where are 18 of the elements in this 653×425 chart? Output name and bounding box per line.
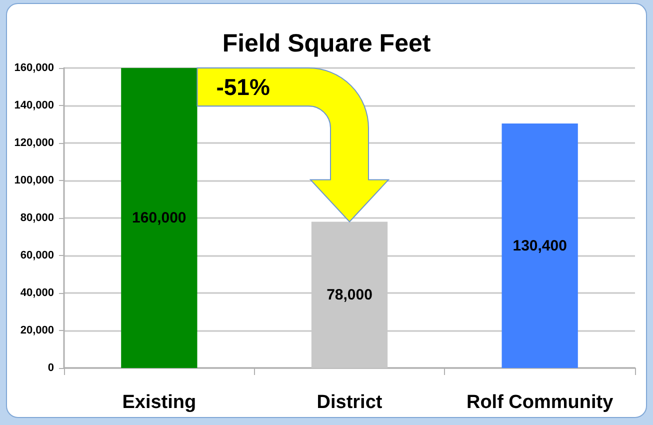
- x-tick-label: Rolf Community: [466, 392, 614, 413]
- chart-title: Field Square Feet: [222, 30, 432, 58]
- y-tick-label: 40,000: [20, 287, 54, 299]
- bar: [502, 124, 578, 368]
- y-tick-label: 80,000: [20, 212, 54, 224]
- y-tick-label: 100,000: [14, 174, 54, 186]
- y-tick-label: 120,000: [14, 137, 54, 149]
- y-tick-label: 160,000: [14, 62, 54, 74]
- y-tick-label: 20,000: [20, 324, 54, 336]
- y-tick-label: 140,000: [14, 100, 54, 112]
- data-label: 160,000: [132, 210, 186, 226]
- x-tick-label: Existing: [122, 392, 196, 413]
- x-tick-label: District: [316, 392, 383, 413]
- data-label: 130,400: [512, 237, 567, 254]
- y-tick-label: 60,000: [20, 250, 54, 262]
- annotation: -51%: [216, 74, 270, 100]
- y-tick-label: 0: [48, 362, 54, 374]
- data-label: 78,000: [326, 286, 372, 304]
